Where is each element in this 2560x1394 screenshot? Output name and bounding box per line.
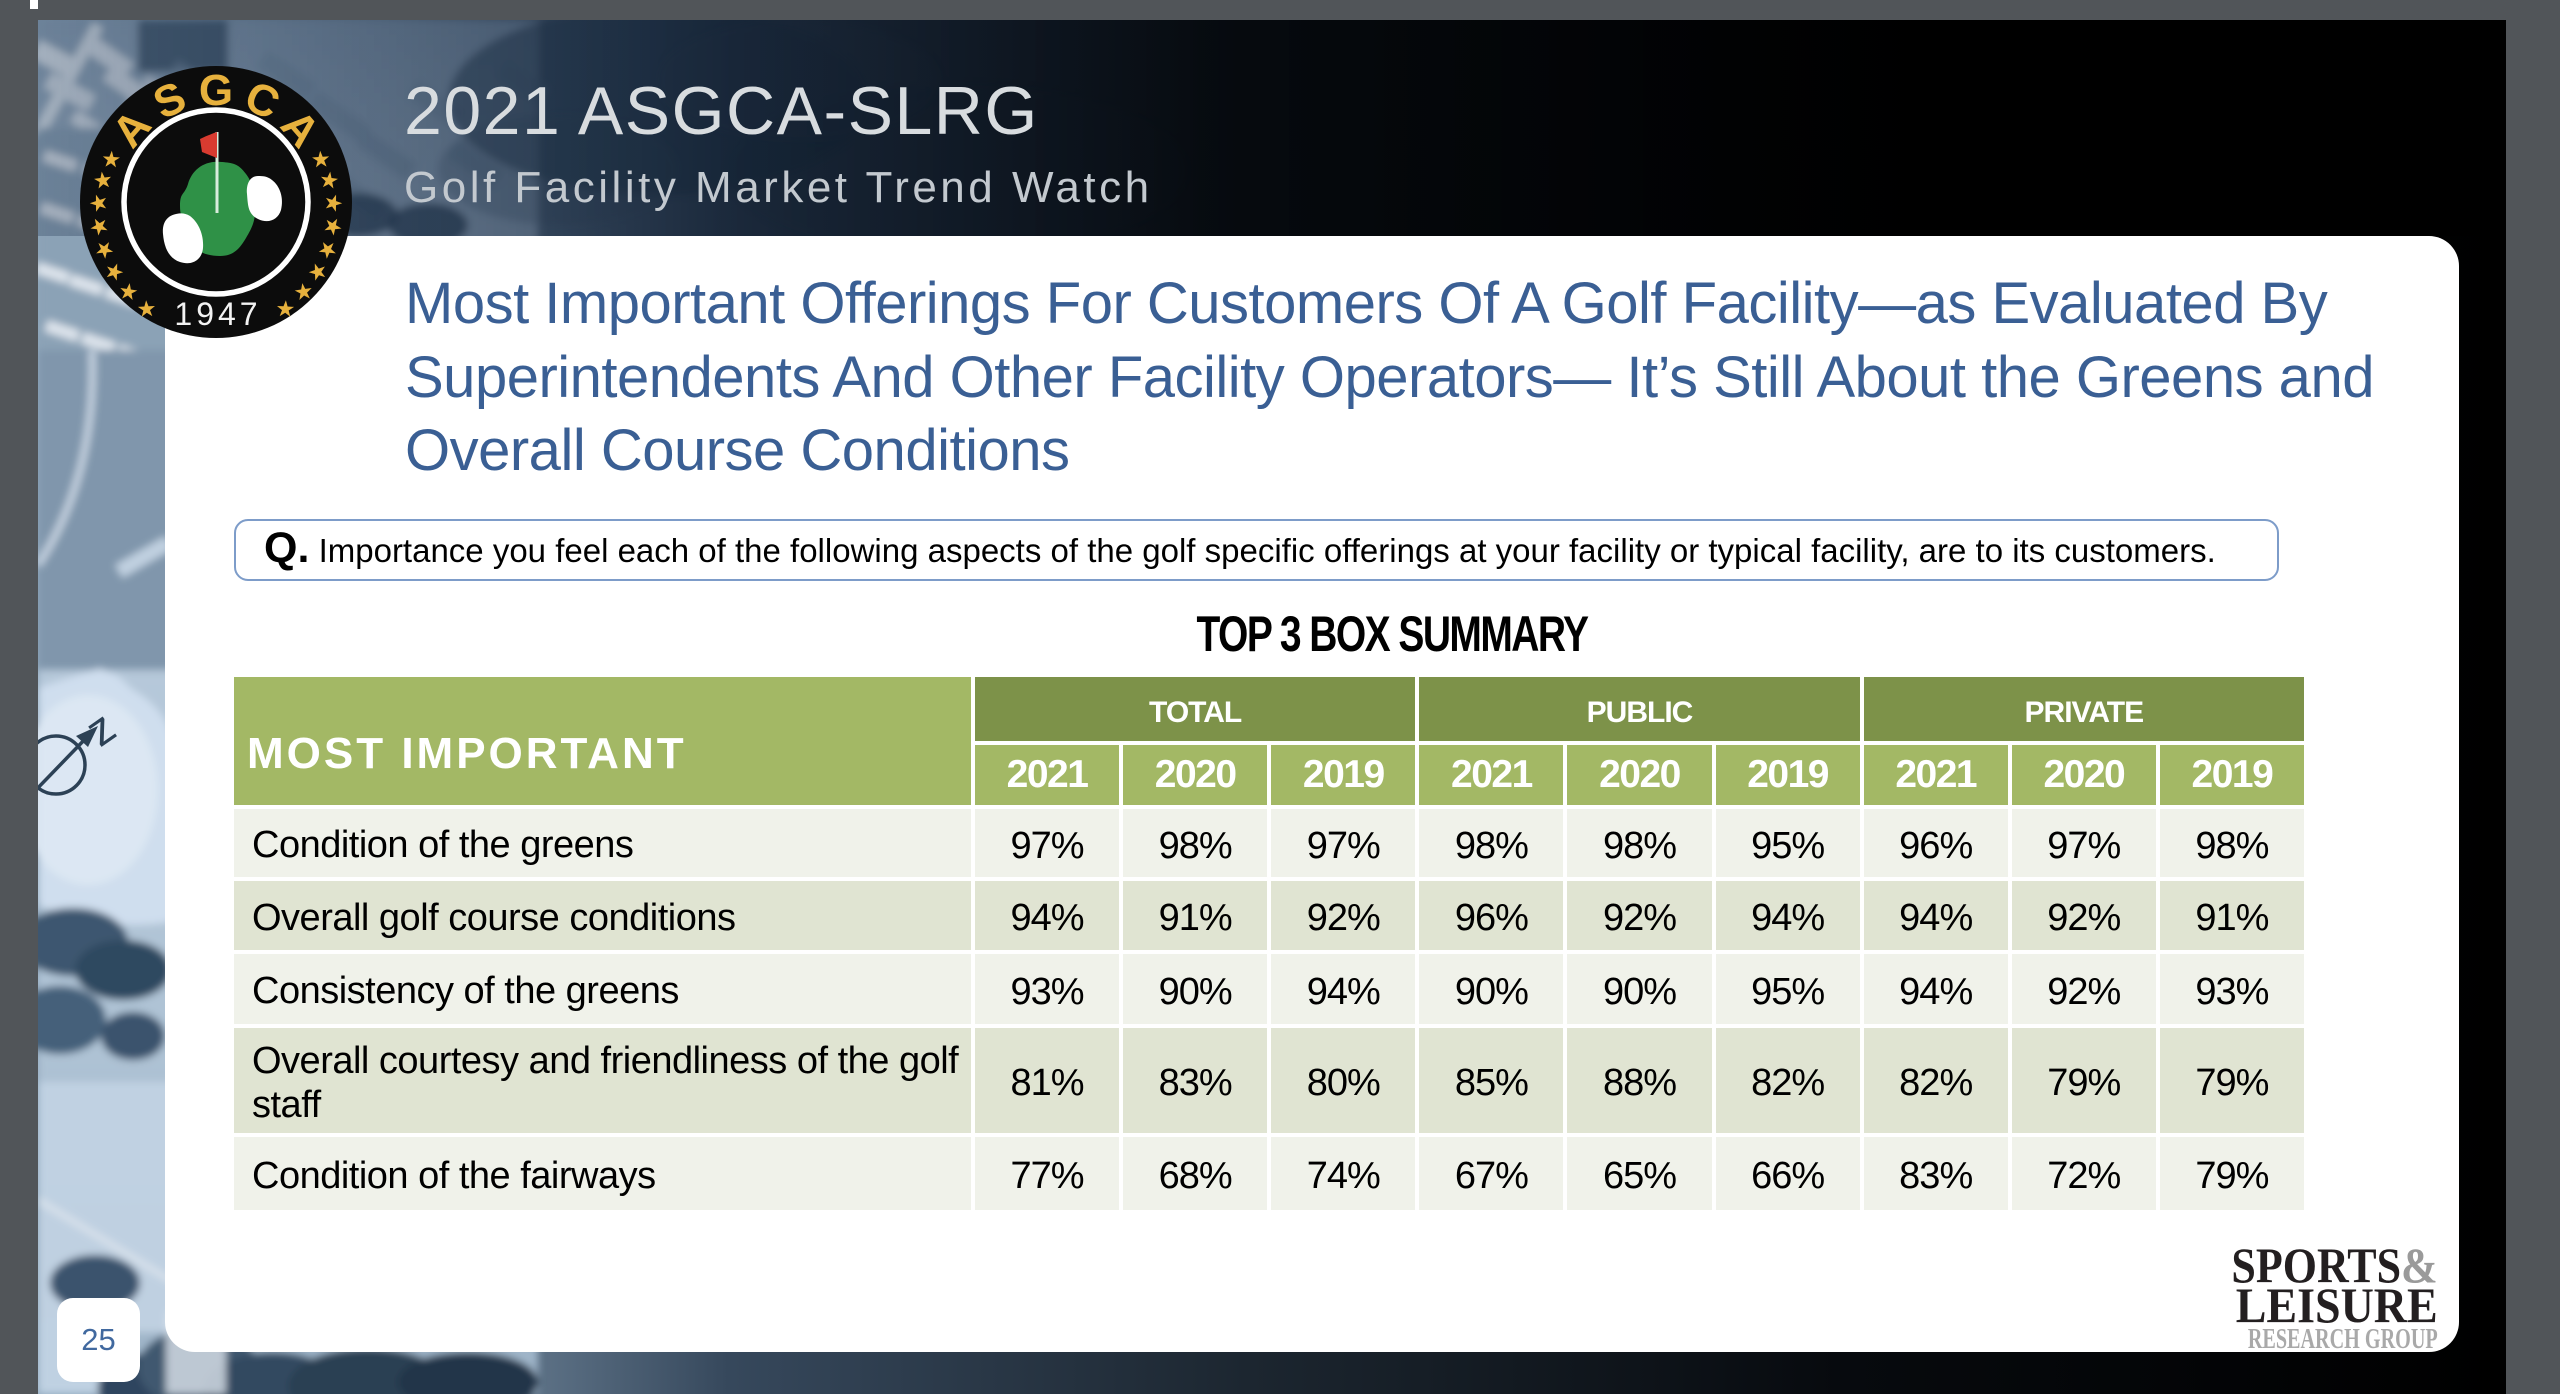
svg-text:1947: 1947 <box>174 296 261 332</box>
svg-text:G: G <box>199 66 233 115</box>
